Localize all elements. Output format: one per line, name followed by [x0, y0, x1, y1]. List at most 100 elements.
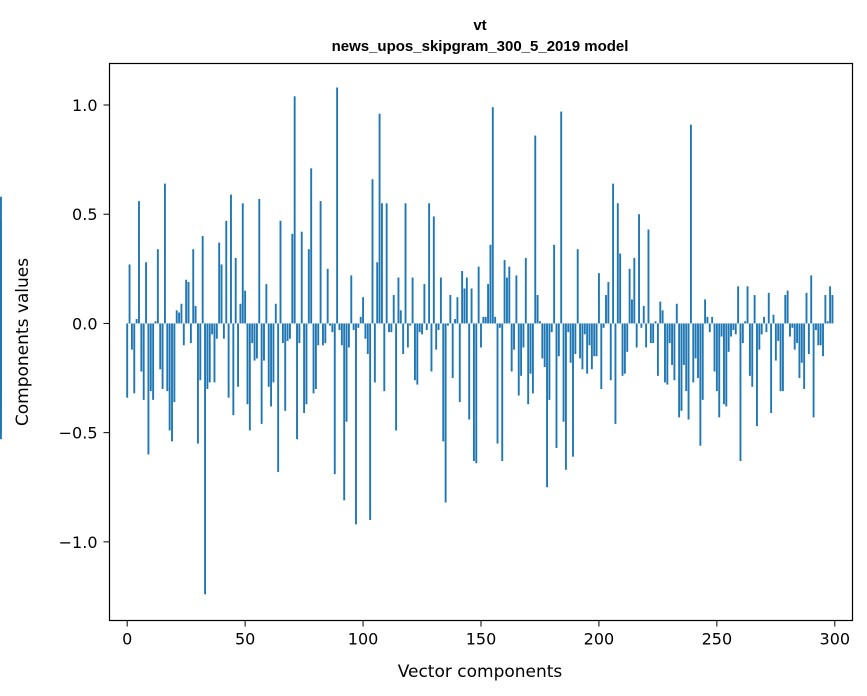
x-tick-label: 50: [235, 630, 255, 649]
bar-component-85: [326, 268, 329, 324]
bar-component-132: [437, 323, 440, 330]
bar-component-291: [812, 323, 815, 418]
chart-title: vt: [473, 17, 486, 34]
bar-component-207: [614, 323, 617, 424]
bar-component-130: [432, 216, 435, 324]
bar-component-31: [199, 323, 202, 381]
bar-component-170: [527, 323, 530, 405]
bar-component-95: [350, 275, 353, 324]
bar-component-103: [369, 323, 372, 521]
bar-component-89: [336, 87, 339, 324]
bar-component-128: [428, 203, 431, 324]
bar-component-118: [404, 203, 407, 324]
bar-component-120: [409, 323, 412, 326]
bar-component-136: [447, 323, 449, 326]
bar-component-57: [260, 323, 263, 424]
bar-component-223: [652, 323, 655, 344]
bar-component-82: [319, 201, 322, 324]
bar-component-242: [697, 323, 699, 379]
bar-component-199: [595, 323, 598, 357]
bar-component-180: [550, 323, 553, 333]
bar-component-158: [498, 323, 501, 328]
bar-component-196: [588, 323, 591, 346]
bar-component-139: [454, 319, 456, 324]
bar-component-178: [546, 323, 548, 488]
bar-component-113: [392, 295, 395, 324]
bar-component-288: [805, 292, 808, 324]
bar-component-183: [557, 323, 560, 357]
bar-component-270: [763, 316, 765, 324]
bar-component-107: [378, 113, 381, 324]
bar-component-212: [626, 323, 629, 352]
bar-component-274: [772, 314, 775, 324]
bar-component-44: [230, 194, 232, 324]
bar-component-177: [543, 323, 546, 368]
bar-component-267: [756, 323, 758, 427]
bar-component-148: [475, 323, 478, 464]
bar-component-67: [284, 323, 287, 411]
bar-component-249: [713, 323, 716, 372]
bar-component-260: [739, 323, 742, 462]
bar-component-40: [220, 264, 223, 324]
bar-component-241: [694, 323, 697, 359]
x-axis-label: Vector components: [398, 662, 563, 682]
bar-component-169: [524, 257, 527, 324]
bar-component-115: [397, 277, 400, 324]
bar-component-192: [579, 323, 582, 359]
plot-frame: [108, 62, 854, 622]
y-axis-ticks: −1.0 −0.5 0.0 0.5 1.0: [59, 96, 110, 552]
bar-component-247: [708, 323, 711, 333]
y-tick-label: 1.0: [72, 96, 97, 115]
bar-component-219: [642, 305, 645, 324]
bar-component-263: [746, 286, 749, 324]
y-tick-label: 0.5: [72, 205, 97, 224]
bar-component-146: [470, 288, 473, 324]
bar-component-73: [298, 323, 301, 344]
bar-component-258: [734, 323, 737, 335]
bar-component-98: [357, 323, 360, 328]
bar-component-255: [727, 323, 730, 352]
bar-component-104: [371, 179, 374, 324]
bar-component-262: [744, 321, 747, 324]
bar-component-83: [322, 323, 324, 346]
bar-component-231: [671, 323, 673, 365]
bar-component-181: [553, 244, 556, 324]
bar-component-160: [503, 260, 506, 324]
bar-component-100: [362, 297, 365, 324]
bar-component-208: [616, 203, 619, 324]
bar-component-97: [355, 323, 357, 525]
bar-component-273: [770, 323, 773, 413]
bar-component-87: [331, 323, 334, 333]
bar-component-184: [560, 111, 563, 324]
bar-component-142: [461, 271, 464, 324]
bar-component-191: [576, 249, 579, 324]
x-tick-label: 0: [122, 630, 132, 649]
bar-component-88: [333, 323, 336, 475]
bar-component-161: [506, 277, 508, 324]
bar-component-226: [659, 301, 662, 324]
bar-component-94: [347, 323, 350, 348]
y-axis-label: Components values: [13, 258, 33, 426]
bar-component-195: [586, 323, 589, 374]
bar-component-201: [600, 323, 603, 389]
bar-component-156: [494, 316, 497, 324]
bar-component-52: [248, 323, 251, 431]
bar-component-277: [779, 323, 782, 392]
bar-component-174: [536, 295, 539, 324]
bar-component-51: [246, 323, 249, 405]
bar-component-162: [508, 266, 511, 324]
bar-component-20: [173, 323, 176, 403]
bar-component-163: [510, 323, 513, 372]
bar-component-278: [781, 323, 784, 392]
bar-component-245: [704, 299, 707, 324]
bar-component-14: [159, 323, 162, 370]
bar-component-29: [194, 305, 197, 324]
bar-component-16: [163, 183, 166, 324]
bar-component-155: [491, 107, 494, 324]
bar-component-55: [255, 323, 258, 359]
bar-component-151: [482, 316, 485, 324]
bar-component-281: [789, 323, 791, 337]
x-tick-label: 300: [820, 630, 851, 649]
bar-component-65: [279, 220, 282, 324]
bar-component-253: [723, 323, 725, 405]
